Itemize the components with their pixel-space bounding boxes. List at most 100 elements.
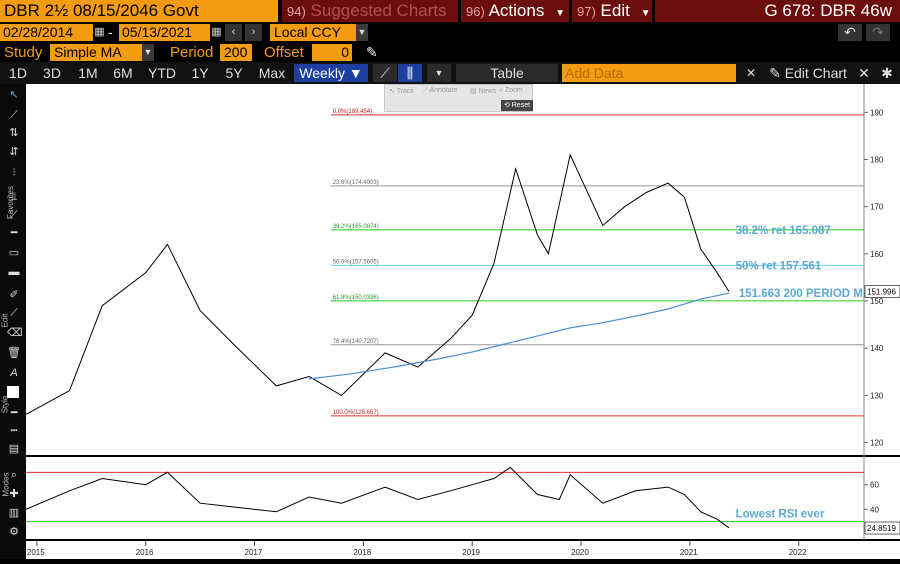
calendar-icon[interactable]: ▦ bbox=[211, 26, 222, 38]
rsi-last-label: 24.8519 bbox=[867, 524, 896, 533]
offset-field[interactable]: 0 bbox=[312, 44, 352, 61]
candle-chart-icon[interactable]: ⫼ bbox=[398, 64, 422, 82]
undo-icon[interactable]: ↶ bbox=[838, 24, 862, 41]
chevron-down-icon[interactable]: ▼ bbox=[356, 24, 368, 41]
period-1y[interactable]: 1Y bbox=[191, 65, 209, 81]
reset-label: Reset bbox=[511, 102, 531, 109]
price-y-tick-label: 120 bbox=[870, 439, 884, 448]
period-6m[interactable]: 6M bbox=[113, 65, 133, 81]
edit-chart-button[interactable]: ✎ Edit Chart bbox=[764, 64, 852, 82]
caret-down-icon: ▼ bbox=[348, 65, 363, 81]
security-ticker[interactable]: DBR 2½ 08/15/2046 Govt bbox=[0, 0, 278, 22]
line-style-icon[interactable]: ┅ bbox=[10, 425, 18, 437]
caret-down-icon: ▼ bbox=[555, 8, 565, 19]
chart-type-dropdown[interactable]: ▼ bbox=[427, 64, 451, 82]
table-button[interactable]: Table bbox=[456, 64, 558, 82]
next-period-button[interactable]: › bbox=[245, 24, 262, 41]
ray-icon[interactable]: ⟋ bbox=[10, 209, 18, 221]
bars-icon[interactable]: ▥ bbox=[8, 507, 20, 519]
pencil-icon[interactable]: ✎ bbox=[366, 44, 378, 60]
price-panel-bg bbox=[26, 84, 900, 456]
measure-icon[interactable]: ⇵ bbox=[9, 146, 19, 158]
rsi-last-tag bbox=[864, 521, 900, 535]
zoom-icon[interactable]: ⌕ bbox=[10, 469, 18, 481]
end-date-field[interactable]: 05/13/2021 bbox=[119, 24, 210, 41]
eraser-icon[interactable]: ⌫ bbox=[7, 327, 23, 339]
draw-line-icon[interactable]: ⟋ bbox=[10, 109, 18, 121]
rect-icon[interactable]: ▭ bbox=[8, 247, 20, 259]
x-axis-bg bbox=[26, 541, 900, 559]
menu-suggested-charts[interactable]: 94) Suggested Charts bbox=[282, 0, 458, 22]
rsi-line bbox=[0, 466, 730, 529]
hline-icon[interactable]: ━ bbox=[10, 227, 18, 239]
opacity-icon[interactable]: ▤ bbox=[8, 443, 20, 455]
price-y-tick-label: 160 bbox=[870, 250, 884, 259]
fib-icon[interactable]: ⫫ bbox=[10, 191, 18, 203]
menu-number: 97) bbox=[577, 4, 596, 19]
channel-icon[interactable]: ⫶ bbox=[12, 167, 16, 179]
x-axis-tick-label: 2016 bbox=[136, 548, 154, 557]
menu-actions[interactable]: 96) Actions ▼ bbox=[461, 0, 569, 22]
close-icon[interactable]: ✕ bbox=[745, 66, 757, 80]
fib-level-label: 61.8%(150.0336) bbox=[333, 295, 379, 301]
gear-icon[interactable]: ✱ bbox=[881, 65, 893, 81]
reset-button[interactable]: ⟲ Reset bbox=[501, 100, 533, 111]
x-axis-tick-label: 2022 bbox=[789, 548, 807, 557]
chevron-down-icon[interactable]: ▼ bbox=[142, 44, 154, 61]
line-chart-icon[interactable]: ⟋ bbox=[373, 64, 397, 82]
annotate-label: Annotate bbox=[429, 87, 458, 94]
start-date-field[interactable]: 02/28/2014 bbox=[0, 24, 93, 41]
reset-icon: ⟲ bbox=[503, 102, 512, 109]
color-swatch[interactable] bbox=[7, 386, 19, 398]
pen-icon[interactable]: ✐ bbox=[9, 289, 19, 301]
calendar-icon[interactable]: ▦ bbox=[94, 26, 105, 38]
settings-icon[interactable]: ⚙ bbox=[9, 526, 19, 538]
zoom-button[interactable]: ⌕ Zoom bbox=[499, 87, 523, 94]
pointer-icon[interactable]: ↖ bbox=[9, 89, 19, 101]
news-button[interactable]: ▤ News bbox=[470, 88, 497, 95]
caret-down-icon: ▼ bbox=[640, 8, 651, 19]
rsi-annotation: Lowest RSI ever bbox=[736, 509, 825, 521]
price-y-tick-label: 190 bbox=[870, 108, 884, 117]
rsi-y-tick-label: 60 bbox=[870, 481, 879, 490]
period-5y[interactable]: 5Y bbox=[225, 65, 243, 81]
fib-level-label: 0.0%(189.454) bbox=[333, 109, 372, 115]
ellipse-icon[interactable]: ▬ bbox=[8, 266, 20, 278]
study-dropdown[interactable]: Simple MA bbox=[50, 44, 142, 61]
menu-number: 96) bbox=[466, 4, 485, 19]
annotate-button[interactable]: ⟋ Annotate bbox=[423, 87, 458, 94]
price-y-tick-label: 180 bbox=[870, 155, 884, 164]
period-ytd[interactable]: YTD bbox=[148, 65, 176, 81]
fib-level-label: 23.6%(174.4003) bbox=[333, 180, 379, 186]
trend-icon[interactable]: ⇅ bbox=[9, 127, 19, 139]
currency-dropdown[interactable]: Local CCY bbox=[270, 24, 356, 41]
line-width-icon[interactable]: ━ bbox=[10, 407, 18, 419]
frequency-dropdown[interactable]: Weekly ▼ bbox=[294, 64, 368, 82]
price-y-tick-label: 150 bbox=[870, 297, 884, 306]
menu-label: Edit bbox=[600, 1, 630, 20]
expand-icon[interactable]: ✕ bbox=[858, 65, 870, 81]
zoom-label: Zoom bbox=[504, 87, 523, 94]
chart-area[interactable]: 190 180 170 160 150 140 130 120 0.0%(189.454) 23.… bbox=[0, 84, 900, 559]
period-max[interactable]: Max bbox=[258, 65, 286, 81]
chart-svg[interactable]: 190 180 170 160 150 140 130 120 0.0%(189.454) 23.… bbox=[0, 84, 900, 559]
period-3d[interactable]: 3D bbox=[43, 65, 61, 81]
offset-label: Offset bbox=[264, 44, 304, 61]
menu-edit[interactable]: 97) Edit ▼ bbox=[572, 0, 652, 22]
date-separator: - bbox=[108, 24, 113, 40]
period-field[interactable]: 200 bbox=[220, 44, 252, 61]
prev-period-button[interactable]: ‹ bbox=[225, 24, 242, 41]
period-1d[interactable]: 1D bbox=[9, 65, 27, 81]
track-button[interactable]: ↖ Track bbox=[389, 88, 414, 95]
brush-icon[interactable]: ⟋ bbox=[10, 307, 18, 319]
text-icon[interactable]: A bbox=[10, 367, 18, 379]
x-axis-tick-label: 2020 bbox=[571, 548, 589, 557]
period-1m[interactable]: 1M bbox=[78, 65, 98, 81]
redo-icon[interactable]: ↷ bbox=[866, 24, 890, 41]
add-data-input[interactable]: Add Data bbox=[562, 64, 736, 82]
study-label: Study bbox=[4, 44, 43, 61]
x-axis-tick-label: 2021 bbox=[680, 548, 698, 557]
price-line bbox=[0, 153, 730, 415]
trash-icon[interactable]: 🗑 bbox=[7, 347, 21, 359]
crosshair-icon[interactable]: ✚ bbox=[9, 488, 19, 500]
